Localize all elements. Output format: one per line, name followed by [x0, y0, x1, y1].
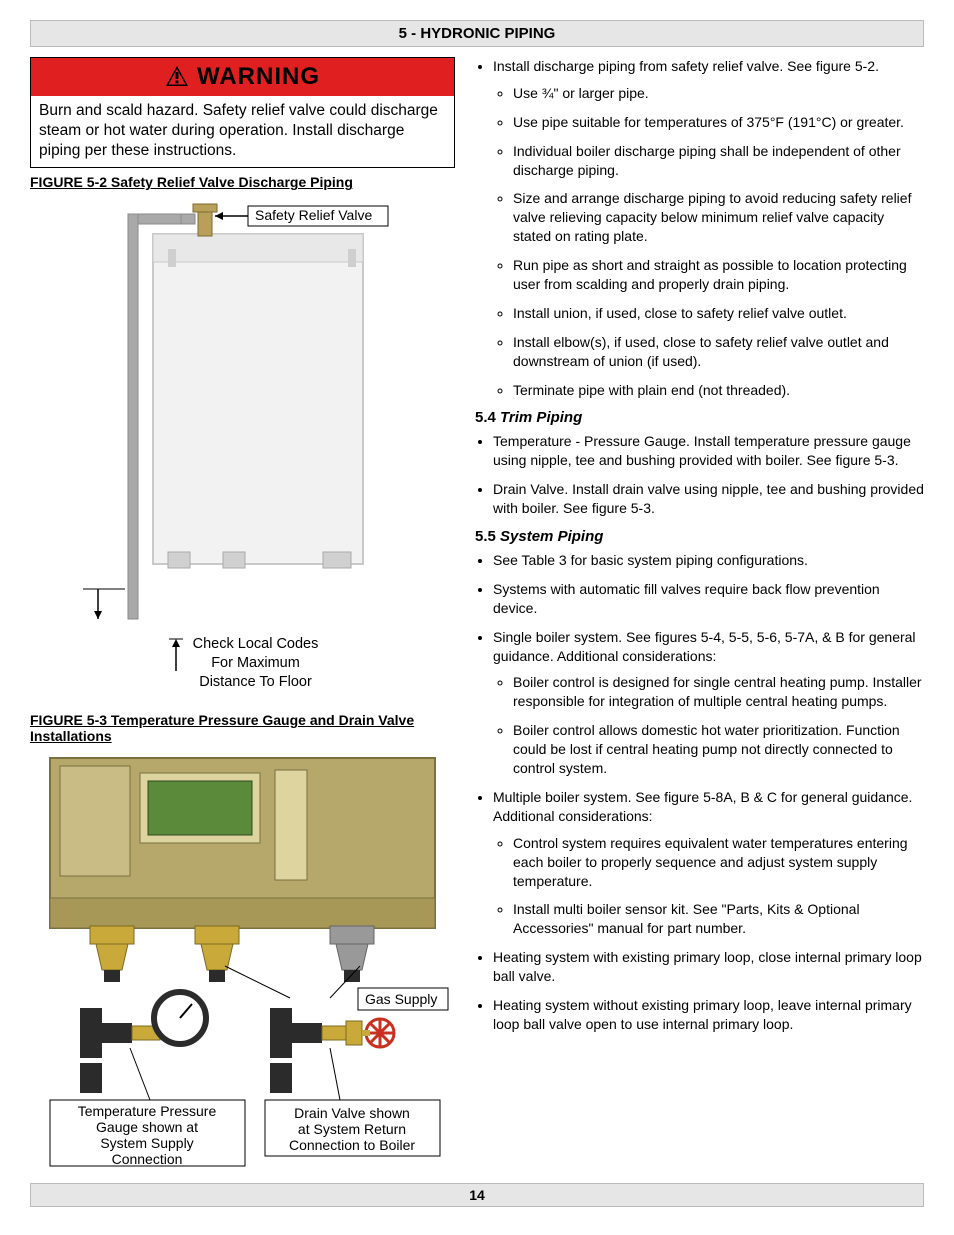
list-item: Run pipe as short and straight as possib… [513, 256, 924, 294]
trim-piping-list: Temperature - Pressure Gauge. Install te… [475, 432, 924, 518]
label-tp-gauge-1: Temperature Pressure [78, 1103, 217, 1119]
single-boiler-intro: Single boiler system. See figures 5-4, 5… [493, 629, 916, 664]
list-item: Single boiler system. See figures 5-4, 5… [493, 628, 924, 778]
list-item: Boiler control is designed for single ce… [513, 673, 924, 711]
warning-header: WARNING [31, 58, 454, 96]
section-5-4-num: 5.4 [475, 409, 496, 426]
floor-note-line-1: Check Local Codes [193, 636, 319, 652]
list-item: Size and arrange discharge piping to avo… [513, 189, 924, 246]
section-header: 5 - HYDRONIC PIPING [30, 20, 924, 47]
list-item: Install elbow(s), if used, close to safe… [513, 333, 924, 371]
section-5-4-heading: 5.4 Trim Piping [475, 409, 924, 426]
list-item: Multiple boiler system. See figure 5-8A,… [493, 788, 924, 938]
list-item: Systems with automatic fill valves requi… [493, 580, 924, 618]
warning-triangle-icon [165, 65, 189, 87]
section-5-5-heading: 5.5 System Piping [475, 528, 924, 545]
section-5-4-title: Trim Piping [500, 409, 582, 426]
warning-box: WARNING Burn and scald hazard. Safety re… [30, 57, 455, 168]
up-arrow-icon [167, 635, 185, 679]
intro-item-text: Install discharge piping from safety rel… [493, 58, 879, 74]
floor-note-line-3: Distance To Floor [199, 674, 312, 690]
list-item: Heating system without existing primary … [493, 996, 924, 1034]
warning-body-text: Burn and scald hazard. Safety relief val… [31, 96, 454, 167]
list-item: See Table 3 for basic system piping conf… [493, 551, 924, 570]
system-piping-list: See Table 3 for basic system piping conf… [475, 551, 924, 1034]
warning-title-text: WARNING [197, 63, 320, 90]
figure-5-3-diagram: Gas Supply [30, 748, 455, 1171]
page-number: 14 [30, 1183, 924, 1207]
list-item: Install discharge piping from safety rel… [493, 57, 924, 399]
label-drain-valve-2: at System Return [298, 1121, 406, 1137]
list-item: Terminate pipe with plain end (not threa… [513, 381, 924, 400]
figure-5-2-diagram: Safety Relief Valve [30, 194, 455, 627]
list-item: Use ¾" or larger pipe. [513, 84, 924, 103]
floor-distance-note: Check Local Codes For Maximum Distance T… [30, 635, 455, 692]
label-safety-relief-valve: Safety Relief Valve [255, 207, 372, 223]
label-tp-gauge-3: System Supply [100, 1135, 193, 1151]
figure-5-2-title: FIGURE 5-2 Safety Relief Valve Discharge… [30, 174, 455, 190]
list-item: Boiler control allows domestic hot water… [513, 721, 924, 778]
list-item: Temperature - Pressure Gauge. Install te… [493, 432, 924, 470]
list-item: Drain Valve. Install drain valve using n… [493, 480, 924, 518]
label-tp-gauge-4: Connection [112, 1151, 183, 1167]
list-item: Individual boiler discharge piping shall… [513, 142, 924, 180]
label-gas-supply: Gas Supply [365, 991, 437, 1007]
discharge-sub-list: Use ¾" or larger pipe. Use pipe suitable… [493, 84, 924, 400]
label-tp-gauge-2: Gauge shown at [96, 1119, 198, 1135]
section-5-5-title: System Piping [500, 528, 603, 545]
label-drain-valve-3: Connection to Boiler [289, 1137, 415, 1153]
figure-5-3-title: FIGURE 5-3 Temperature Pressure Gauge an… [30, 712, 455, 744]
section-5-5-num: 5.5 [475, 528, 496, 545]
label-drain-valve-1: Drain Valve shown [294, 1105, 410, 1121]
multi-boiler-sub-list: Control system requires equivalent water… [493, 834, 924, 938]
list-item: Heating system with existing primary loo… [493, 948, 924, 986]
single-boiler-sub-list: Boiler control is designed for single ce… [493, 673, 924, 777]
discharge-piping-list: Install discharge piping from safety rel… [475, 57, 924, 399]
list-item: Use pipe suitable for temperatures of 37… [513, 113, 924, 132]
floor-note-line-2: For Maximum [211, 655, 300, 671]
list-item: Install multi boiler sensor kit. See "Pa… [513, 900, 924, 938]
list-item: Control system requires equivalent water… [513, 834, 924, 891]
multi-boiler-intro: Multiple boiler system. See figure 5-8A,… [493, 789, 912, 824]
list-item: Install union, if used, close to safety … [513, 304, 924, 323]
